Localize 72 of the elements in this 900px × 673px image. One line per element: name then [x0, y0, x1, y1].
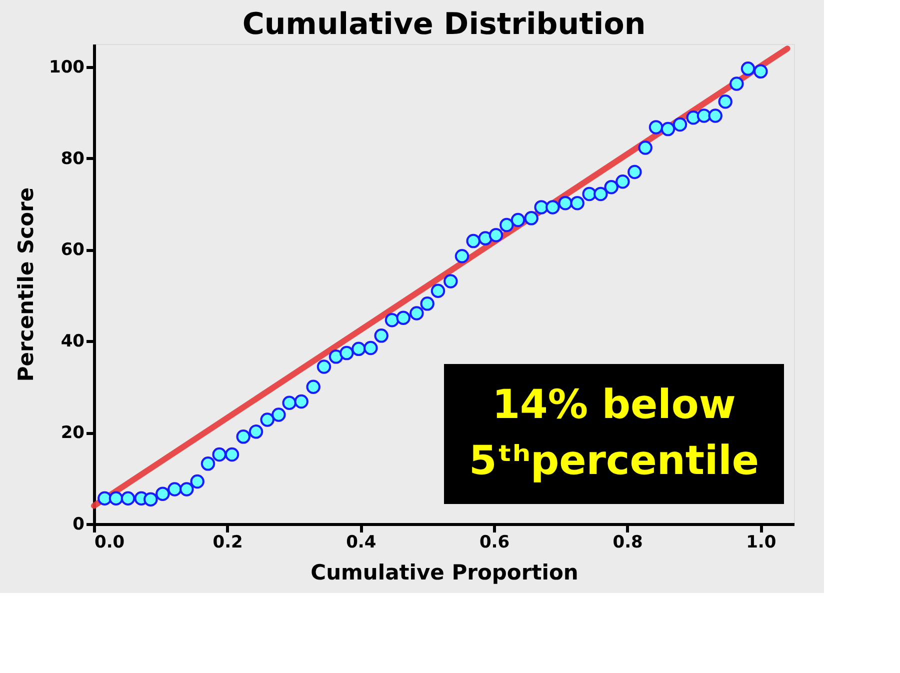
point	[570, 196, 584, 210]
point	[352, 342, 366, 356]
point	[396, 310, 410, 325]
x-tick-label: 0.6	[479, 532, 510, 552]
point	[212, 447, 226, 462]
annotation: 14% below 5ᵗʰpercentile	[468, 382, 760, 484]
point	[672, 117, 688, 132]
x-tick-label: 0.8	[612, 532, 643, 552]
point	[648, 120, 664, 134]
point	[604, 180, 618, 194]
point	[180, 482, 194, 496]
point	[272, 408, 286, 422]
point	[224, 447, 240, 462]
point	[466, 234, 480, 248]
point	[120, 491, 136, 506]
point	[384, 313, 400, 328]
x-tick-label: 0.4	[346, 532, 376, 552]
point	[190, 474, 204, 489]
point	[524, 211, 538, 226]
point	[374, 328, 388, 343]
point	[364, 340, 378, 356]
y-tick-label: 20	[60, 423, 85, 444]
y-tick-label: 80	[60, 148, 85, 169]
point	[420, 296, 434, 311]
point	[328, 350, 344, 364]
point	[740, 62, 756, 76]
point	[754, 64, 768, 79]
point	[108, 491, 124, 506]
point	[660, 122, 676, 136]
point	[410, 306, 424, 320]
point	[478, 231, 492, 246]
x-tick-label: 0.2	[212, 532, 243, 552]
point	[340, 346, 354, 360]
point	[488, 228, 504, 242]
point	[594, 186, 608, 202]
point	[248, 424, 264, 439]
point	[144, 492, 158, 506]
y-tick-label: 40	[60, 332, 85, 352]
point	[510, 212, 526, 228]
point	[260, 412, 274, 427]
point	[558, 196, 572, 210]
point	[454, 249, 470, 264]
x-axis-title: Cumulative Proportion	[310, 560, 578, 584]
point	[582, 186, 596, 202]
point	[500, 218, 514, 232]
x-tick-label: 1.0	[746, 532, 776, 552]
point	[708, 108, 722, 123]
chart-title: Cumulative Distribution	[242, 7, 646, 42]
point	[430, 284, 446, 298]
y-tick-label: 0	[72, 514, 85, 534]
point	[730, 76, 744, 91]
point	[294, 394, 308, 409]
point	[316, 360, 332, 374]
point	[200, 456, 216, 471]
y-tick-label: 100	[49, 57, 85, 78]
point	[306, 380, 320, 394]
point	[236, 430, 250, 444]
point	[98, 491, 112, 506]
point	[168, 482, 182, 496]
point	[638, 140, 652, 155]
point	[282, 396, 296, 410]
y-tick-label: 60	[60, 240, 85, 260]
point	[156, 486, 170, 501]
point	[628, 164, 642, 180]
point	[534, 200, 548, 214]
point	[616, 174, 630, 189]
y-axis-title: Percentile Score	[14, 187, 38, 382]
point	[696, 108, 712, 123]
x-tick-label: 0.0	[94, 532, 125, 552]
point	[546, 200, 560, 214]
point	[718, 94, 732, 109]
point	[444, 274, 458, 288]
